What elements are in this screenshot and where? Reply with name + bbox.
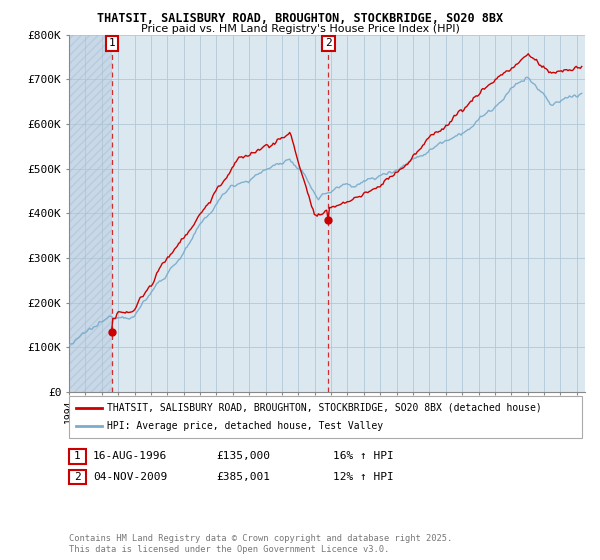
Text: 16-AUG-1996: 16-AUG-1996 [93, 451, 167, 461]
Text: 1: 1 [109, 38, 115, 48]
Text: 12% ↑ HPI: 12% ↑ HPI [333, 472, 394, 482]
Text: HPI: Average price, detached house, Test Valley: HPI: Average price, detached house, Test… [107, 421, 383, 431]
Text: 1: 1 [74, 451, 81, 461]
Text: THATSIT, SALISBURY ROAD, BROUGHTON, STOCKBRIDGE, SO20 8BX: THATSIT, SALISBURY ROAD, BROUGHTON, STOC… [97, 12, 503, 25]
Text: 2: 2 [74, 472, 81, 482]
Text: 2: 2 [325, 38, 332, 48]
Text: THATSIT, SALISBURY ROAD, BROUGHTON, STOCKBRIDGE, SO20 8BX (detached house): THATSIT, SALISBURY ROAD, BROUGHTON, STOC… [107, 403, 542, 413]
Text: £385,001: £385,001 [216, 472, 270, 482]
Text: 16% ↑ HPI: 16% ↑ HPI [333, 451, 394, 461]
Text: Contains HM Land Registry data © Crown copyright and database right 2025.
This d: Contains HM Land Registry data © Crown c… [69, 534, 452, 554]
Text: Price paid vs. HM Land Registry's House Price Index (HPI): Price paid vs. HM Land Registry's House … [140, 24, 460, 34]
Text: £135,000: £135,000 [216, 451, 270, 461]
Bar [69, 35, 112, 392]
Bar [69, 35, 112, 392]
Text: 04-NOV-2009: 04-NOV-2009 [93, 472, 167, 482]
